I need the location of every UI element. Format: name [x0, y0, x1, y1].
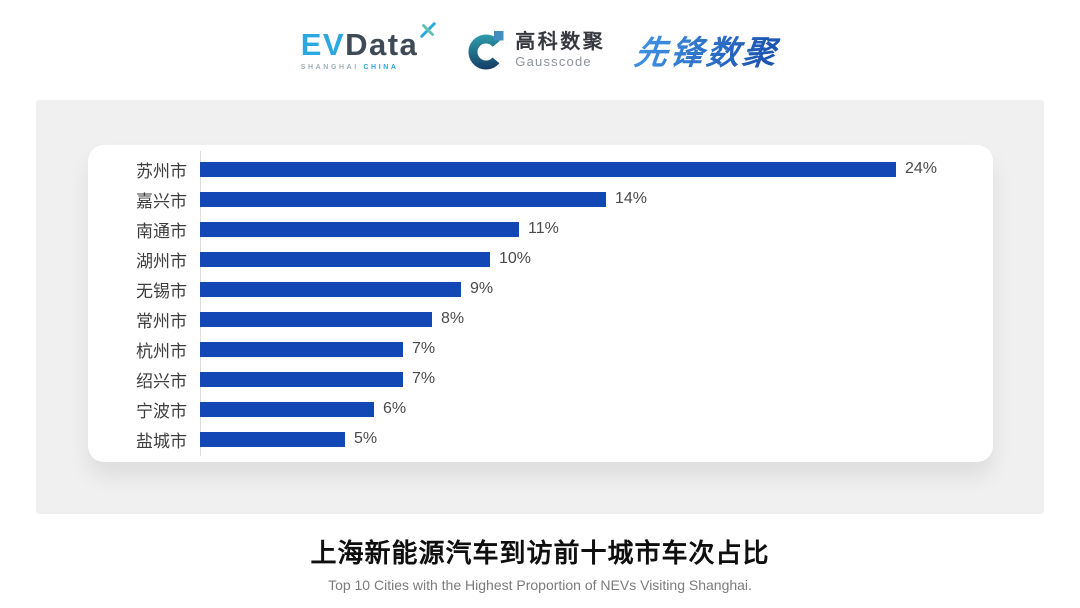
bar — [200, 251, 490, 267]
evdata-sub-shanghai: SHANGHAI — [300, 64, 359, 71]
bar-area: 10% — [200, 250, 993, 268]
xianfeng-logo: 先锋数聚 — [632, 26, 782, 74]
chart-row: 盐城市 5% — [88, 424, 993, 454]
category-label: 常州市 — [136, 311, 187, 331]
gausscode-g-icon — [468, 31, 504, 70]
category-label: 宁波市 — [136, 401, 187, 421]
bar — [200, 401, 374, 417]
category-label: 绍兴市 — [136, 371, 187, 391]
bar-area: 9% — [200, 280, 993, 298]
value-label: 24% — [905, 160, 938, 177]
caption: 上海新能源汽车到访前十城市车次占比 Top 10 Cities with the… — [0, 533, 1080, 593]
category-label: 杭州市 — [136, 341, 187, 361]
bar — [200, 341, 403, 357]
bar — [200, 221, 519, 237]
bar-area: 11% — [200, 220, 993, 238]
bar — [200, 281, 461, 297]
bar — [200, 161, 896, 177]
bar — [200, 311, 432, 327]
evdata-subtext: SHANGHAI CHINA — [301, 64, 399, 71]
category-label: 无锡市 — [136, 281, 187, 301]
gausscode-cn-text: 高科数聚 — [515, 31, 606, 53]
bar-area: 7% — [200, 340, 993, 358]
evdata-wordmark: EV Data — [300, 22, 438, 62]
evdata-ev-text: EV — [300, 27, 346, 62]
bar — [200, 431, 345, 447]
chart-card: 苏州市 24% 嘉兴市 14% 南通市 11% 湖州市 10% 无锡市 9% 常州市 8% 杭州市 7% 绍… — [88, 145, 993, 462]
bar-area: 6% — [200, 400, 993, 418]
value-label: 14% — [615, 190, 648, 207]
category-label: 南通市 — [136, 221, 187, 241]
gausscode-en-text: Gausscode — [515, 54, 592, 69]
bar-chart: 苏州市 24% 嘉兴市 14% 南通市 11% 湖州市 10% 无锡市 9% 常州市 8% 杭州市 7% 绍… — [88, 154, 993, 454]
chart-row: 南通市 11% — [88, 214, 993, 244]
category-label: 嘉兴市 — [136, 191, 187, 211]
value-label: 9% — [470, 280, 494, 297]
category-label: 湖州市 — [136, 251, 187, 271]
xianfeng-text: 先锋数聚 — [632, 26, 782, 74]
value-label: 7% — [412, 340, 436, 357]
bar-area: 24% — [200, 160, 993, 178]
category-label: 盐城市 — [136, 431, 187, 451]
chart-subtitle: Top 10 Cities with the Highest Proportio… — [328, 577, 752, 593]
chart-panel: 苏州市 24% 嘉兴市 14% 南通市 11% 湖州市 10% 无锡市 9% 常州市 8% 杭州市 7% 绍… — [36, 100, 1044, 514]
chart-row: 常州市 8% — [88, 304, 993, 334]
bar-area: 8% — [200, 310, 993, 328]
chart-row: 苏州市 24% — [88, 154, 993, 184]
gausscode-text-block: 高科数聚 Gausscode — [515, 31, 605, 69]
evdata-sub-china: CHINA — [363, 64, 399, 71]
category-label: 苏州市 — [136, 161, 187, 181]
chart-title: 上海新能源汽车到访前十城市车次占比 — [310, 538, 770, 568]
header-logos: EV Data SHANGHAI CHINA — [0, 0, 1080, 100]
bar-area: 5% — [200, 430, 993, 448]
value-label: 6% — [383, 400, 407, 417]
bar — [200, 191, 606, 207]
value-label: 7% — [412, 370, 436, 387]
bar-area: 7% — [200, 370, 993, 388]
value-label: 10% — [499, 250, 532, 267]
bar-area: 14% — [200, 190, 993, 208]
value-label: 8% — [441, 310, 465, 327]
chart-row: 杭州市 7% — [88, 334, 993, 364]
chart-row: 嘉兴市 14% — [88, 184, 993, 214]
evdata-logo: EV Data SHANGHAI CHINA — [300, 22, 438, 71]
y-axis-line — [200, 151, 201, 456]
chart-row: 无锡市 9% — [88, 274, 993, 304]
value-label: 11% — [528, 220, 559, 237]
evdata-data-text: Data — [345, 27, 419, 62]
gausscode-logo: 高科数聚 Gausscode — [467, 30, 605, 70]
bar — [200, 371, 403, 387]
evdata-x-spark-icon — [420, 22, 437, 38]
value-label: 5% — [354, 430, 378, 447]
chart-row: 宁波市 6% — [88, 394, 993, 424]
chart-row: 湖州市 10% — [88, 244, 993, 274]
chart-row: 绍兴市 7% — [88, 364, 993, 394]
